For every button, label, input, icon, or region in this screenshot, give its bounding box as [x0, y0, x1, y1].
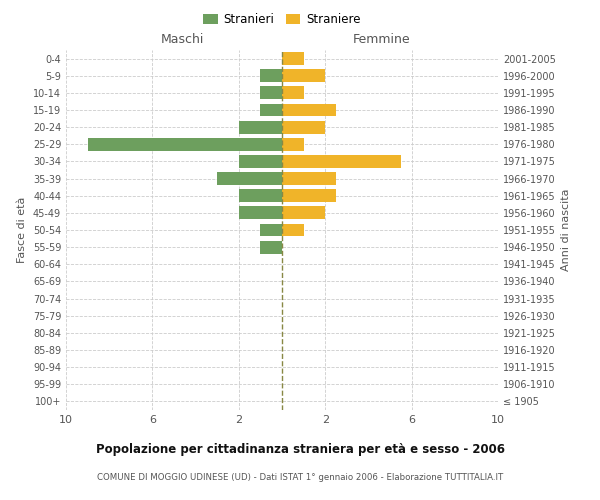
Bar: [282, 155, 401, 168]
Bar: [282, 138, 304, 150]
Legend: Stranieri, Straniere: Stranieri, Straniere: [199, 8, 365, 31]
Bar: [282, 104, 336, 117]
Bar: [282, 70, 325, 82]
Text: COMUNE DI MOGGIO UDINESE (UD) - Dati ISTAT 1° gennaio 2006 - Elaborazione TUTTIT: COMUNE DI MOGGIO UDINESE (UD) - Dati IST…: [97, 472, 503, 482]
Bar: [260, 104, 282, 117]
Text: Maschi: Maschi: [161, 34, 205, 46]
Bar: [217, 172, 282, 185]
Text: Popolazione per cittadinanza straniera per età e sesso - 2006: Popolazione per cittadinanza straniera p…: [95, 442, 505, 456]
Y-axis label: Anni di nascita: Anni di nascita: [561, 188, 571, 271]
Bar: [282, 224, 304, 236]
Bar: [282, 172, 336, 185]
Bar: [260, 240, 282, 254]
Bar: [282, 190, 336, 202]
Bar: [239, 155, 282, 168]
Bar: [260, 86, 282, 100]
Bar: [88, 138, 282, 150]
Bar: [282, 52, 304, 65]
Bar: [239, 190, 282, 202]
Bar: [260, 70, 282, 82]
Bar: [239, 206, 282, 220]
Bar: [239, 120, 282, 134]
Bar: [282, 206, 325, 220]
Bar: [282, 86, 304, 100]
Bar: [282, 120, 325, 134]
Text: Femmine: Femmine: [353, 34, 410, 46]
Bar: [260, 224, 282, 236]
Y-axis label: Fasce di età: Fasce di età: [17, 197, 27, 263]
